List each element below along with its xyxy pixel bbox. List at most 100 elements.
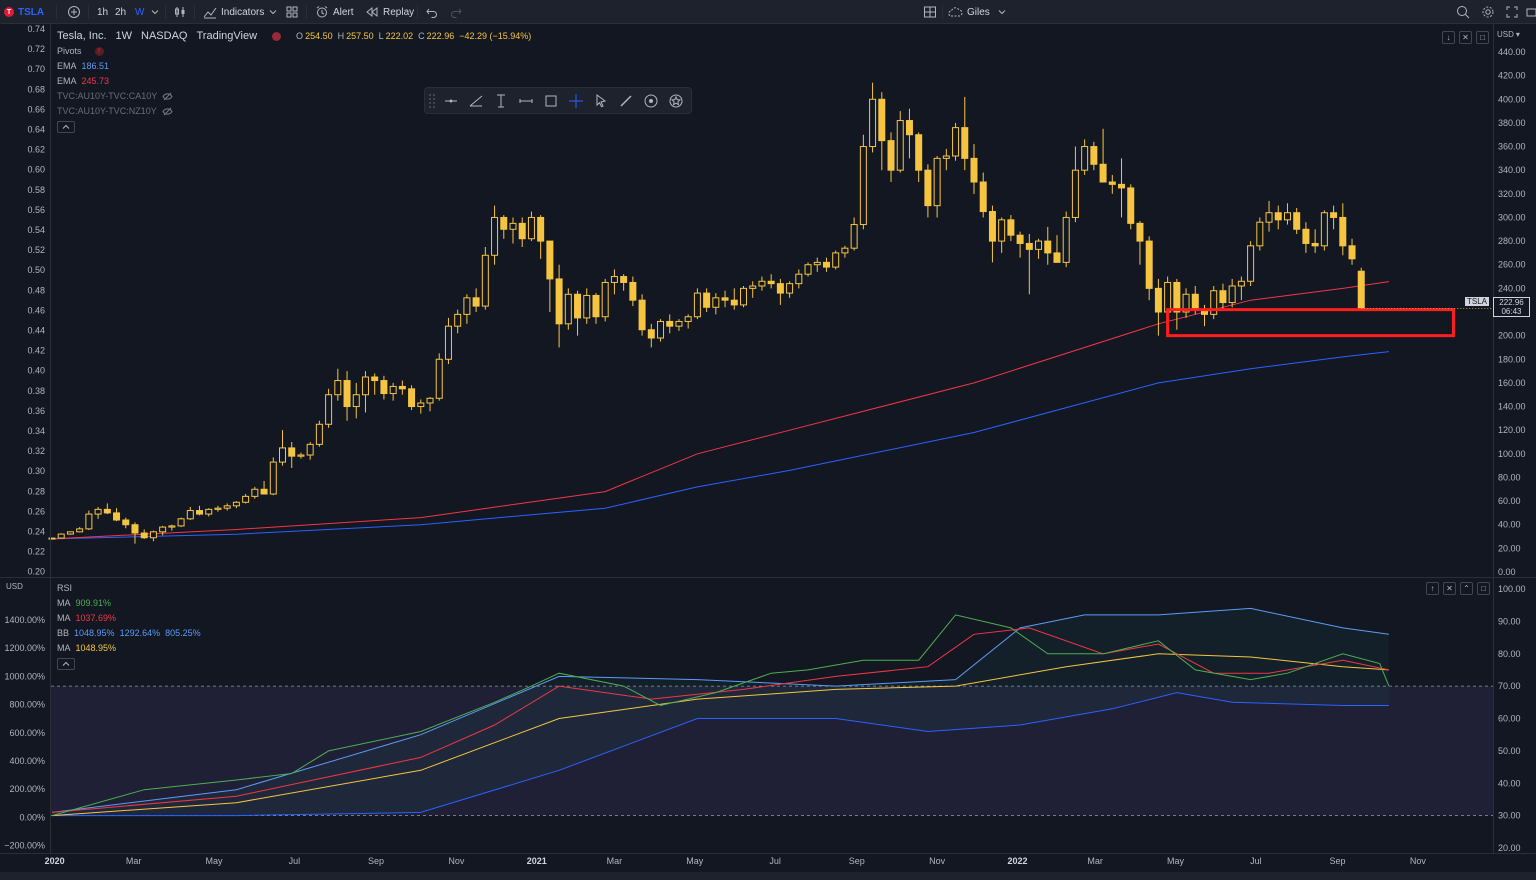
ratio-tick-label: 0.24 [27, 527, 45, 537]
candle-body [952, 127, 960, 157]
candle-body [601, 281, 609, 318]
toolbar-divider [194, 5, 195, 19]
maximize-pane-button[interactable]: □ [1477, 582, 1490, 595]
redo-button[interactable] [449, 0, 463, 24]
legend-collapse-button[interactable] [57, 121, 75, 133]
price-tick-label: 100.00 [1498, 449, 1526, 459]
time-tick-label: 2021 [527, 856, 547, 866]
alert-button[interactable]: Alert [315, 0, 354, 24]
move-pane-up-button[interactable]: ↑ [1426, 582, 1439, 595]
candle-body [1127, 187, 1135, 224]
settings-button[interactable] [1481, 0, 1495, 24]
price-tick-label: 180.00 [1498, 354, 1526, 364]
last-price-box: 222.96 06:43 [1493, 297, 1530, 317]
camera-button[interactable] [1526, 0, 1536, 24]
rsi-ma-red-row[interactable]: MA 1037.69% [57, 611, 201, 626]
brush-tool[interactable] [615, 90, 637, 112]
layout-name-button[interactable]: Giles [947, 0, 1006, 24]
indicators-button[interactable]: Indicators [203, 0, 264, 24]
move-pane-down-button[interactable]: ↓ [1442, 31, 1455, 44]
close-pane-button[interactable]: ✕ [1443, 582, 1456, 595]
candle-body [140, 532, 148, 539]
interval-dropdown-button[interactable] [151, 0, 159, 24]
rsi-bb-row[interactable]: BB 1048.95% 1292.64% 805.25% [57, 626, 201, 641]
rsi-ma-green-row[interactable]: MA 909.91% [57, 596, 201, 611]
legend-spread-nz-row[interactable]: TVC:AU10Y-TVC:NZ10Y [57, 104, 531, 119]
market-status-icon[interactable] [272, 32, 282, 41]
candle-body [583, 294, 591, 319]
exchange-text: NASDAQ [141, 30, 188, 42]
legend-ema-blue-row[interactable]: EMA 186.51 [57, 59, 531, 74]
candle [205, 508, 213, 517]
toolbar-divider [165, 5, 166, 19]
legend-ema-red-row[interactable]: EMA 245.73 [57, 74, 531, 89]
layout-button[interactable] [923, 0, 937, 24]
chart-area[interactable]: 440.00 420.00 400.00 380.00 360.00 340.00 320.… [0, 24, 1536, 872]
candle [214, 505, 222, 512]
candle-body [850, 224, 858, 249]
candle [1274, 205, 1282, 230]
horizontal-ray-tool[interactable] [440, 90, 462, 112]
symbol-title[interactable]: Tesla, Inc. [57, 30, 107, 42]
text-tool[interactable] [490, 90, 512, 112]
ratio-tick-label: 0.66 [27, 104, 45, 114]
price-tick-label: 440.00 [1498, 47, 1526, 57]
redo-icon [451, 8, 462, 18]
undo-button[interactable] [425, 0, 439, 24]
legend-spread-ca-row[interactable]: TVC:AU10Y-TVC:CA10Y [57, 89, 531, 104]
interval-1h-button[interactable]: 1h [97, 0, 108, 24]
compare-symbol-button[interactable] [67, 0, 81, 24]
ratio-tick-label: 0.22 [27, 547, 45, 557]
candle [905, 108, 913, 159]
rsi-legend-collapse-button[interactable] [57, 658, 75, 670]
candle-body [878, 98, 886, 142]
rsi-ma-yellow-row[interactable]: MA 1048.95% [57, 641, 201, 656]
crosshair-tool[interactable] [565, 90, 587, 112]
ruler-tool[interactable] [515, 90, 537, 112]
candle-body [887, 140, 895, 171]
legend-pivots-row[interactable]: Pivots ! [57, 44, 531, 59]
close-pane-button[interactable]: ✕ [1459, 31, 1472, 44]
interval-label: 1h [97, 6, 109, 18]
candle [583, 288, 591, 324]
maximize-pane-button[interactable]: □ [1476, 31, 1489, 44]
candle-body [776, 283, 784, 294]
toolbar-divider [88, 5, 89, 19]
magnet-tool[interactable] [640, 90, 662, 112]
trend-line-tool[interactable] [465, 90, 487, 112]
candle [232, 501, 240, 509]
warning-icon[interactable]: ! [94, 47, 104, 56]
indicators-dropdown-button[interactable] [269, 0, 277, 24]
candle-body [1099, 163, 1107, 183]
currency-selector[interactable]: USD ▾ [1497, 30, 1520, 39]
indicator-name: MA [57, 613, 71, 623]
crosshair-icon [569, 93, 583, 108]
hidden-eye-icon[interactable] [162, 107, 173, 116]
chart-canvas[interactable]: 440.00 420.00 400.00 380.00 360.00 340.00 320.… [0, 24, 1536, 872]
interval-2h-button[interactable]: 2h [115, 0, 126, 24]
candle [1127, 184, 1135, 230]
collapse-pane-button[interactable]: ⌃ [1460, 582, 1473, 595]
candle [196, 505, 204, 516]
replay-button[interactable]: Replay [365, 0, 414, 24]
rectangle-tool[interactable] [540, 90, 562, 112]
search-icon [1457, 6, 1470, 19]
candle-body [620, 276, 628, 283]
drag-handle-icon[interactable] [429, 93, 435, 108]
indicator-value: 1037.69% [75, 613, 117, 623]
cursor-tool[interactable] [590, 90, 612, 112]
search-button[interactable] [1456, 0, 1470, 24]
ratio-tick-label: 0.36 [27, 406, 45, 416]
hidden-eye-icon[interactable] [162, 92, 173, 101]
candle [1044, 226, 1052, 265]
interval-w-button[interactable]: W [135, 0, 144, 24]
candle-body [306, 443, 314, 456]
candle [491, 205, 499, 265]
rsi-title-row[interactable]: RSI [57, 581, 201, 596]
symbol-search-button[interactable]: T TSLA [4, 0, 44, 24]
fullscreen-button[interactable] [1505, 0, 1519, 24]
favorites-tool[interactable] [665, 90, 687, 112]
chart-type-button[interactable] [173, 0, 187, 24]
interval-label: 2h [115, 6, 127, 18]
templates-button[interactable] [285, 0, 299, 24]
